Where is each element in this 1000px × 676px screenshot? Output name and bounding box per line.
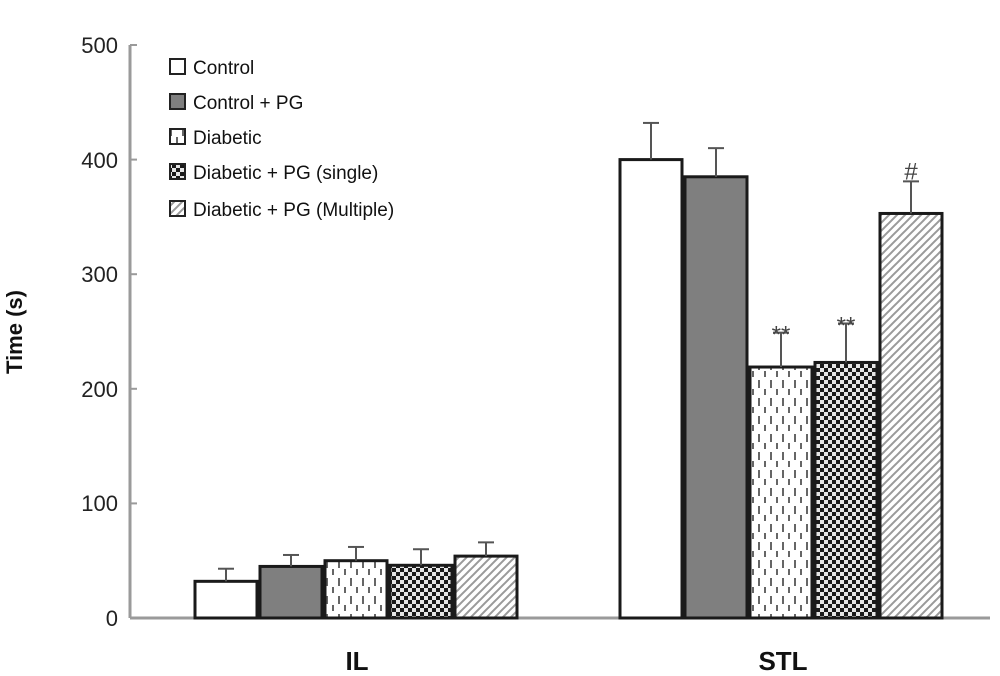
y-tick-label: 300 bbox=[81, 262, 118, 287]
y-axis-ticks: 0 100 200 300 400 500 bbox=[81, 33, 137, 631]
bar bbox=[748, 365, 814, 620]
y-tick-label: 200 bbox=[81, 377, 118, 402]
bar bbox=[618, 158, 684, 620]
legend-label: Diabetic bbox=[193, 128, 262, 149]
bars-layer: ** ** # bbox=[193, 121, 944, 620]
x-category-label: STL bbox=[758, 646, 807, 676]
legend-label: Control bbox=[193, 58, 254, 79]
legend-swatch bbox=[169, 93, 186, 110]
legend-swatch bbox=[169, 200, 186, 217]
legend-swatch bbox=[169, 163, 186, 180]
bar bbox=[453, 554, 519, 620]
bar bbox=[388, 563, 454, 620]
bar bbox=[683, 175, 749, 620]
bar bbox=[323, 559, 389, 620]
y-tick-label: 500 bbox=[81, 33, 118, 58]
y-tick-label: 400 bbox=[81, 148, 118, 173]
y-axis-title: Time (s) bbox=[2, 290, 27, 374]
legend: Control Control + PG Diabetic Diabetic +… bbox=[169, 58, 394, 221]
y-tick-label: 0 bbox=[106, 606, 118, 631]
legend-label: Control + PG bbox=[193, 93, 303, 114]
legend-label: Diabetic + PG (single) bbox=[193, 163, 378, 184]
significance-marker: ** bbox=[772, 322, 791, 349]
legend-label: Diabetic + PG (Multiple) bbox=[193, 200, 394, 221]
legend-swatch bbox=[169, 128, 186, 145]
significance-marker: # bbox=[904, 158, 918, 185]
x-category-label: IL bbox=[345, 646, 368, 676]
significance-marker: ** bbox=[837, 312, 856, 339]
bar bbox=[258, 564, 324, 620]
bar bbox=[878, 211, 944, 620]
y-tick-label: 100 bbox=[81, 491, 118, 516]
legend-swatch bbox=[169, 58, 186, 75]
bar bbox=[193, 579, 259, 620]
bar bbox=[813, 360, 879, 620]
